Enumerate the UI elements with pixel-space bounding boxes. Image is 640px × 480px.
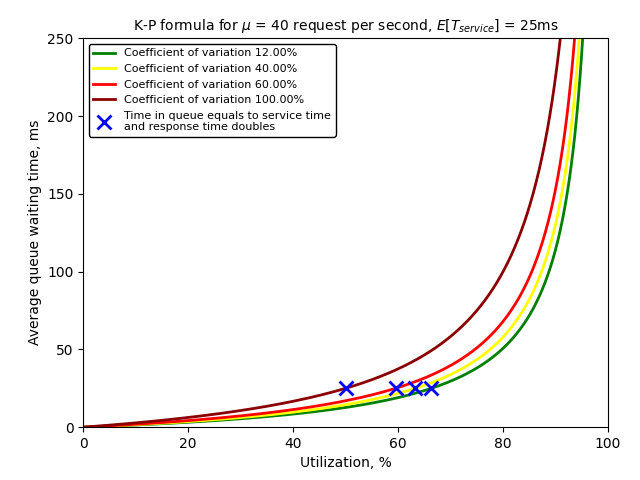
Coefficient of variation 100.00% bbox=[88, 424, 96, 430]
Coefficient of variation 12.00% bbox=[333, 406, 340, 412]
Coefficient of variation 40.00% bbox=[529, 290, 536, 296]
Coefficient of variation 12.00% bbox=[579, 37, 586, 43]
Coefficient of variation 60.00% bbox=[81, 424, 88, 430]
Coefficient of variation 100.00% bbox=[142, 419, 150, 425]
Line: Coefficient of variation 12.00%: Coefficient of variation 12.00% bbox=[84, 40, 582, 427]
Coefficient of variation 60.00% bbox=[80, 424, 88, 430]
Coefficient of variation 12.00% bbox=[80, 424, 88, 430]
Coefficient of variation 100.00% bbox=[556, 36, 564, 42]
Legend: Coefficient of variation 12.00%, Coefficient of variation 40.00%, Coefficient of: Coefficient of variation 12.00%, Coeffic… bbox=[89, 44, 335, 137]
Coefficient of variation 40.00% bbox=[195, 418, 203, 424]
Coefficient of variation 12.00% bbox=[180, 420, 188, 425]
Coefficient of variation 12.00% bbox=[419, 388, 426, 394]
Coefficient of variation 40.00% bbox=[80, 424, 88, 430]
Coefficient of variation 60.00% bbox=[401, 382, 409, 388]
Coefficient of variation 40.00% bbox=[510, 321, 518, 327]
Coefficient of variation 60.00% bbox=[483, 336, 491, 342]
Coefficient of variation 40.00% bbox=[575, 36, 583, 41]
Coefficient of variation 12.00% bbox=[165, 420, 173, 426]
Coefficient of variation 60.00% bbox=[239, 413, 246, 419]
Coefficient of variation 60.00% bbox=[197, 417, 205, 422]
Line: Coefficient of variation 100.00%: Coefficient of variation 100.00% bbox=[84, 39, 560, 427]
Line: Coefficient of variation 60.00%: Coefficient of variation 60.00% bbox=[84, 39, 575, 427]
Coefficient of variation 12.00% bbox=[510, 334, 518, 340]
Coefficient of variation 12.00% bbox=[100, 423, 108, 429]
Coefficient of variation 40.00% bbox=[216, 416, 223, 422]
Coefficient of variation 100.00% bbox=[268, 403, 275, 408]
Coefficient of variation 100.00% bbox=[99, 423, 106, 429]
Coefficient of variation 40.00% bbox=[500, 333, 508, 339]
Coefficient of variation 100.00% bbox=[319, 392, 326, 397]
X-axis label: Utilization, %: Utilization, % bbox=[300, 456, 392, 470]
Coefficient of variation 40.00% bbox=[155, 420, 163, 426]
Coefficient of variation 100.00% bbox=[426, 349, 433, 355]
Title: K-P formula for $\mu$ = 40 request per second, $E[T_{service}]$ = 25ms: K-P formula for $\mu$ = 40 request per s… bbox=[132, 17, 559, 35]
Line: Coefficient of variation 40.00%: Coefficient of variation 40.00% bbox=[84, 38, 579, 427]
Y-axis label: Average queue waiting time, ms: Average queue waiting time, ms bbox=[28, 120, 42, 346]
Coefficient of variation 60.00% bbox=[571, 36, 579, 42]
Coefficient of variation 60.00% bbox=[111, 422, 119, 428]
Coefficient of variation 100.00% bbox=[80, 424, 88, 430]
